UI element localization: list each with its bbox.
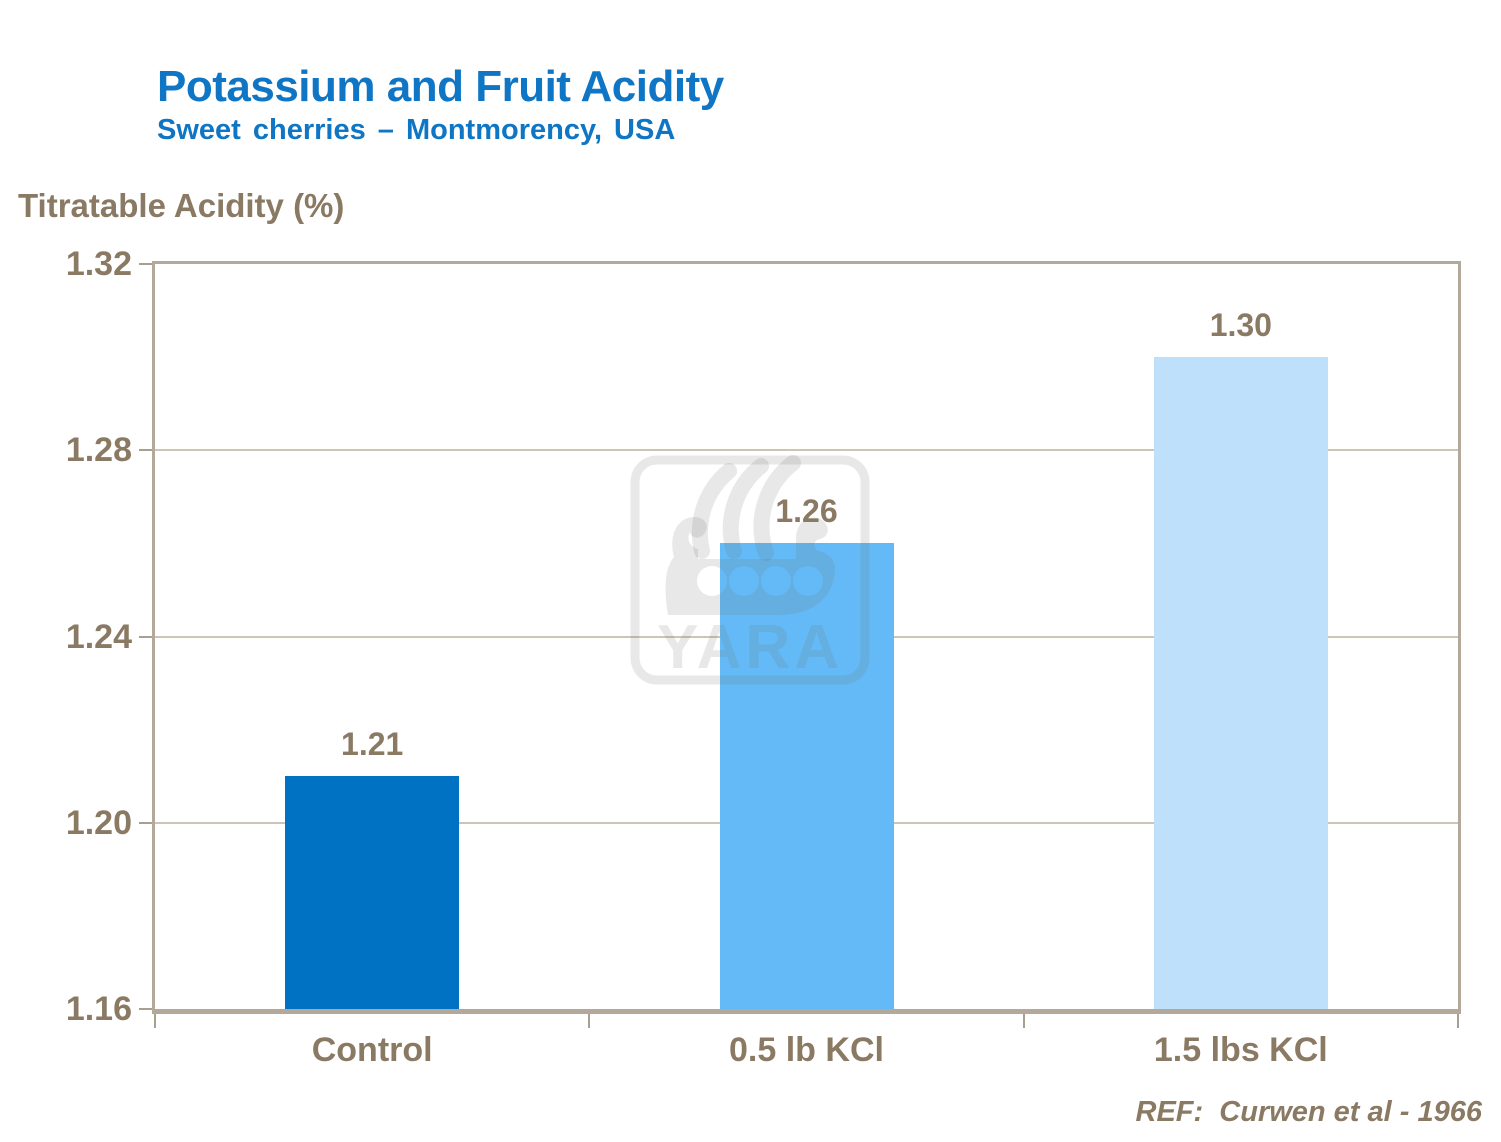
bar-1-5-lbs-kcl xyxy=(1153,357,1328,1009)
bar-0-5-lb-kcl xyxy=(719,543,894,1009)
bar-control xyxy=(285,776,460,1009)
ship-hull-icon xyxy=(665,517,836,615)
x-axis-tick-mark xyxy=(1022,1014,1025,1028)
x-axis-tick-mark xyxy=(588,1014,591,1028)
x-axis-label-1-5-lbs-kcl: 1.5 lbs KCl xyxy=(1153,1031,1328,1069)
y-axis-tick-label: 1.20 xyxy=(65,803,132,842)
y-axis-tick-mark xyxy=(139,635,152,638)
y-axis-tick-mark xyxy=(139,821,152,824)
y-axis-tick-label: 1.32 xyxy=(65,245,132,283)
chart-subtitle: Sweet cherries – Montmorency, USA xyxy=(157,114,676,146)
plot-area: YARA 1.21 1.26 1.30 xyxy=(152,261,1461,1014)
yara-wordmark: YARA xyxy=(657,613,843,682)
bar-value-label: 1.26 xyxy=(775,493,838,530)
y-axis-tick-label: 1.28 xyxy=(65,431,132,470)
bar-value-label: 1.30 xyxy=(1209,307,1272,344)
x-axis-label-0-5-lb-kcl: 0.5 lb KCl xyxy=(729,1031,884,1069)
y-axis-tick-label: 1.24 xyxy=(65,617,132,656)
x-axis-tick-mark xyxy=(1457,1014,1459,1028)
chart-title: Potassium and Fruit Acidity xyxy=(157,62,724,111)
watermark-border xyxy=(630,455,870,685)
y-axis-tick-mark xyxy=(139,1008,152,1010)
gridline xyxy=(155,449,1458,452)
x-axis-tick-mark xyxy=(154,1014,156,1028)
bar-value-label: 1.21 xyxy=(341,726,404,763)
y-axis-title: Titratable Acidity (%) xyxy=(18,187,345,224)
reference-citation: REF: Curwen et al - 1966 xyxy=(1135,1096,1483,1128)
y-axis-tick-mark xyxy=(139,263,152,265)
x-axis-label-control: Control xyxy=(311,1031,433,1069)
sail-arcs-icon xyxy=(691,455,801,561)
y-axis-tick-mark xyxy=(139,449,152,452)
yara-watermark-logo: YARA xyxy=(630,455,870,685)
y-axis-tick-label: 1.16 xyxy=(65,990,132,1028)
